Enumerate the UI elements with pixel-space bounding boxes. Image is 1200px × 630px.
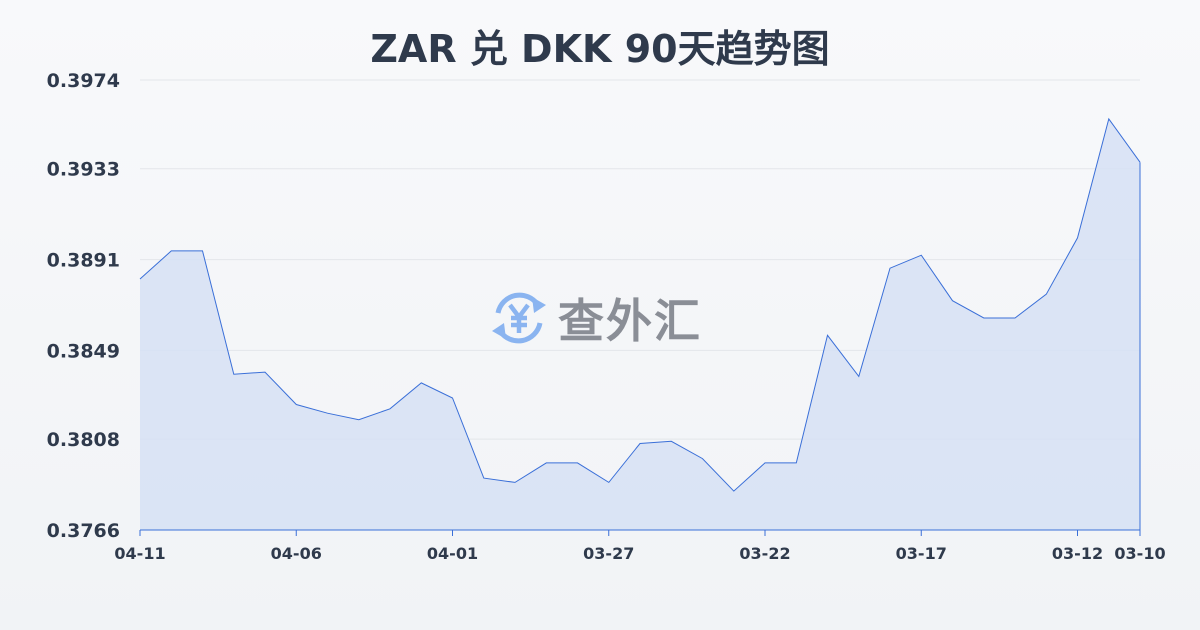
chart-title: ZAR 兑 DKK 90天趋势图 [370, 27, 830, 71]
x-tick-label: 04-06 [271, 544, 322, 563]
series-line [139, 117, 1141, 492]
y-tick-label: 0.3766 [47, 520, 120, 542]
area-fill [140, 118, 1140, 531]
x-tick-label: 03-22 [739, 544, 790, 563]
watermark-text: 查外汇 [558, 294, 702, 348]
y-tick-label: 0.3974 [47, 70, 120, 92]
x-tick-label: 03-27 [583, 544, 634, 563]
x-tick-label: 04-01 [427, 544, 478, 563]
x-tick-label: 03-17 [896, 544, 947, 563]
watermark: 查外汇 [488, 285, 702, 351]
x-tick-label: 03-12 [1052, 544, 1103, 563]
x-tick-label: 03-10 [1114, 544, 1165, 563]
yen-exchange-icon [492, 292, 546, 344]
y-tick-label: 0.3849 [47, 340, 120, 362]
x-tick-label: 04-11 [114, 544, 165, 563]
y-tick-label: 0.3891 [47, 250, 120, 272]
y-tick-label: 0.3808 [47, 429, 120, 451]
y-tick-label: 0.3933 [47, 159, 120, 181]
